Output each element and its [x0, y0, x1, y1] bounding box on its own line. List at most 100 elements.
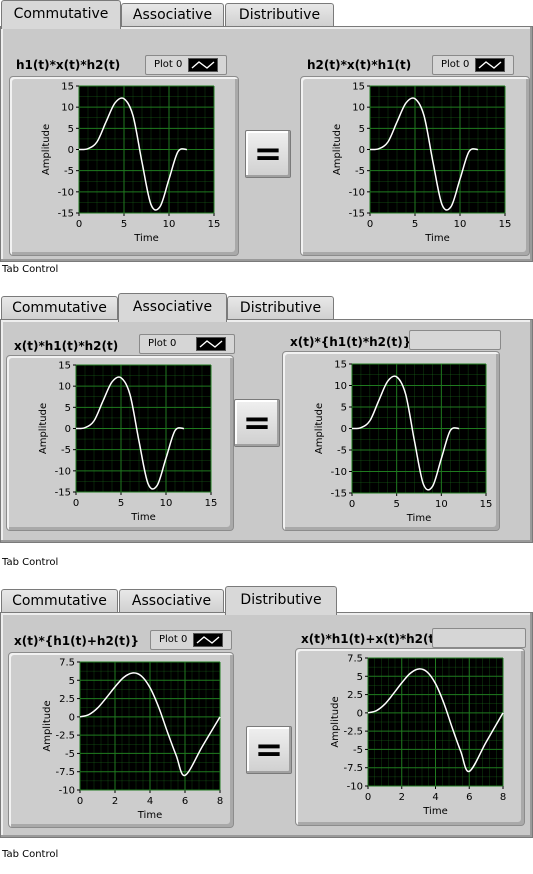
tab-control-distributive: Commutative Associative Distributive Tab…	[0, 586, 533, 866]
x-tick-label: 10	[454, 219, 467, 230]
graph-title: h1(t)*x(t)*h2(t)	[16, 58, 120, 72]
waveform-graph[interactable]: 0 5 10 15 15 10 5 0 -5 -10 -15 Time Amplitude	[300, 76, 530, 256]
plot-legend-swatch-icon	[475, 58, 505, 72]
plot-legend-name: Plot 0	[441, 59, 469, 70]
equals-button[interactable]: =	[246, 726, 292, 774]
y-tick-label: 0	[359, 145, 365, 156]
y-tick-label: -15	[55, 488, 71, 499]
graph-title: x(t)*{h1(t)*h2(t)}	[290, 335, 411, 349]
plot-legend[interactable]: Plot 0	[432, 55, 514, 75]
tab-associative[interactable]: Associative	[118, 293, 227, 322]
tab-commutative[interactable]: Commutative	[1, 589, 118, 613]
x-axis-label: Time	[130, 512, 155, 523]
y-axis-label: Amplitude	[42, 700, 53, 751]
waveform-graph[interactable]: 0 2 4 6 8 7.5 5 2.5 0 -2.5 -5 -7.5 -10 Time Amplitude	[8, 652, 234, 828]
y-axis-label: Amplitude	[332, 124, 343, 175]
tab-row: Commutative Associative Distributive	[0, 0, 533, 28]
x-tick-label: 2	[399, 792, 405, 803]
y-tick-label: 10	[61, 103, 74, 114]
y-tick-label: -5	[355, 166, 365, 177]
x-tick-label: 0	[367, 219, 373, 230]
tab-control-caption: Tab Control	[2, 264, 58, 275]
y-tick-label: -10	[347, 782, 363, 793]
plot-legend[interactable]: Plot 0	[150, 630, 232, 650]
x-axis-label: Time	[137, 810, 162, 821]
tab-distributive[interactable]: Distributive	[225, 3, 334, 27]
graph-title: h2(t)*x(t)*h1(t)	[307, 58, 411, 72]
tab-commutative[interactable]: Commutative	[1, 296, 118, 320]
y-tick-label: 7.5	[347, 654, 363, 665]
plot-legend-name: Plot 0	[148, 338, 176, 349]
y-tick-label: 5	[341, 403, 347, 414]
tab-control-caption: Tab Control	[2, 849, 58, 860]
y-tick-label: -2.5	[55, 731, 75, 742]
y-tick-label: -5	[353, 745, 363, 756]
tab-associative[interactable]: Associative	[121, 3, 224, 27]
y-axis-label: Amplitude	[330, 696, 341, 747]
y-tick-label: -5	[337, 446, 347, 457]
x-tick-label: 2	[112, 796, 118, 807]
x-axis-label: Time	[422, 806, 447, 817]
x-tick-label: 8	[500, 792, 506, 803]
x-tick-label: 6	[466, 792, 472, 803]
x-axis-label: Time	[424, 233, 449, 244]
waveform-graph[interactable]: 0 5 10 15 15 10 5 0 -5 -10 -15 Time Amplitude	[6, 355, 234, 531]
equals-button[interactable]: =	[234, 399, 280, 447]
equals-button[interactable]: =	[245, 130, 291, 178]
y-tick-label: -10	[331, 467, 347, 478]
x-tick-label: 0	[365, 792, 371, 803]
y-tick-label: -15	[349, 209, 365, 220]
y-tick-label: 10	[334, 381, 347, 392]
x-axis-label: Time	[406, 513, 431, 524]
plot-legend[interactable]: Plot 0	[139, 334, 235, 354]
graph-title: x(t)*h1(t)*h2(t)	[14, 339, 118, 353]
x-tick-label: 15	[208, 219, 221, 230]
y-tick-label: -2.5	[343, 727, 363, 738]
x-axis-label: Time	[133, 233, 158, 244]
y-tick-label: -15	[58, 209, 74, 220]
tab-distributive[interactable]: Distributive	[225, 586, 337, 615]
tab-control-associative: Commutative Associative Distributive Tab…	[0, 293, 533, 573]
x-tick-label: 5	[393, 499, 399, 510]
y-tick-label: 0	[69, 712, 75, 723]
y-tick-label: 5	[359, 124, 365, 135]
y-tick-label: 15	[334, 360, 347, 371]
y-tick-label: 0	[68, 145, 74, 156]
waveform-graph[interactable]: 0 5 10 15 15 10 5 0 -5 -10 -15 Time Amplitude	[282, 351, 500, 531]
tab-associative[interactable]: Associative	[119, 589, 224, 613]
y-tick-label: 0	[357, 708, 363, 719]
y-tick-label: 2.5	[347, 690, 363, 701]
y-tick-label: 7.5	[59, 658, 75, 669]
y-tick-label: 10	[58, 382, 71, 393]
tab-commutative[interactable]: Commutative	[1, 0, 121, 29]
y-tick-label: -5	[64, 166, 74, 177]
waveform-graph[interactable]: 0 5 10 15 15 10 5 0 -5 -10 -15 Time Amplitude	[9, 76, 239, 256]
x-tick-label: 5	[121, 219, 127, 230]
y-tick-label: 15	[352, 82, 365, 93]
y-tick-label: -10	[59, 786, 75, 797]
x-tick-label: 0	[349, 499, 355, 510]
y-axis-label: Amplitude	[41, 124, 52, 175]
y-tick-label: 0	[341, 424, 347, 435]
y-tick-label: 2.5	[59, 694, 75, 705]
waveform-graph[interactable]: 0 2 4 6 8 7.5 5 2.5 0 -2.5 -5 -7.5 -10 Time Amplitude	[295, 648, 525, 826]
y-axis-label: Amplitude	[38, 403, 49, 454]
plot-legend[interactable]: Plot 0	[145, 55, 227, 75]
plot-legend[interactable]	[432, 628, 526, 648]
y-tick-label: 0	[65, 424, 71, 435]
graph-title: x(t)*h1(t)+x(t)*h2(t)	[301, 632, 440, 646]
x-tick-label: 15	[205, 498, 218, 509]
x-tick-label: 0	[73, 498, 79, 509]
x-tick-label: 0	[77, 796, 83, 807]
plot-legend-name: Plot 0	[159, 634, 187, 645]
y-tick-label: 15	[58, 361, 71, 372]
y-tick-label: -10	[349, 187, 365, 198]
tab-distributive[interactable]: Distributive	[227, 296, 334, 320]
y-tick-label: 5	[65, 403, 71, 414]
y-tick-label: -7.5	[55, 767, 75, 778]
tab-row: Commutative Associative Distributive	[0, 293, 533, 321]
x-tick-label: 5	[118, 498, 124, 509]
plot-legend[interactable]	[409, 330, 501, 350]
x-tick-label: 15	[480, 499, 493, 510]
tab-control-commutative: Commutative Associative Distributive Tab…	[0, 0, 533, 280]
